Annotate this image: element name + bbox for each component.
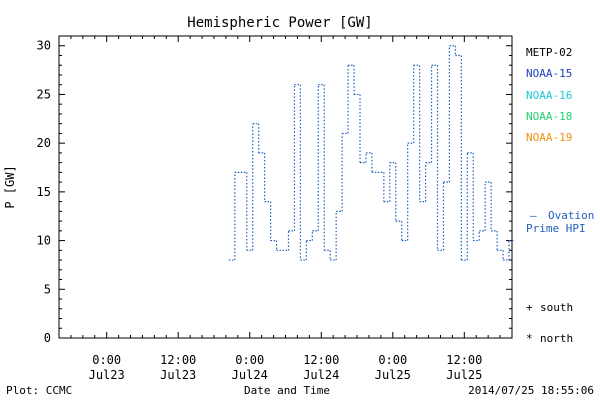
y-tick-label: 15 bbox=[37, 185, 51, 199]
y-tick-label: 30 bbox=[37, 39, 51, 53]
y-tick-label: 0 bbox=[44, 331, 51, 345]
legend-north-label: north bbox=[540, 332, 573, 345]
x-tick-label-time: 0:00 bbox=[235, 353, 264, 367]
x-tick-label-time: 0:00 bbox=[92, 353, 121, 367]
legend-south-label: south bbox=[540, 301, 573, 314]
legend-south-symbol: + bbox=[526, 301, 533, 314]
x-tick-label-time: 12:00 bbox=[446, 353, 482, 367]
legend-ovation-line2: Prime HPI bbox=[526, 222, 586, 235]
y-tick-label: 20 bbox=[37, 136, 51, 150]
y-axis-label: P [GW] bbox=[3, 165, 17, 208]
chart-title: Hemispheric Power [GW] bbox=[187, 15, 372, 31]
plot-credit: Plot: CCMC bbox=[6, 384, 72, 397]
legend-entry-noaa-15: NOAA-15 bbox=[526, 67, 572, 80]
y-axis: 0 5 10 15 20 25 30 bbox=[37, 35, 512, 345]
plot-timestamp: 2014/07/25 18:55:06 bbox=[468, 384, 594, 397]
x-tick-label-date: Jul24 bbox=[303, 368, 339, 382]
legend-entry-noaa-18: NOAA-18 bbox=[526, 110, 572, 123]
series-layer bbox=[228, 45, 515, 261]
x-tick-label-date: Jul25 bbox=[375, 368, 411, 382]
legend-entry-noaa-19: NOAA-19 bbox=[526, 131, 572, 144]
legend-ovation-line1: Ovation bbox=[548, 209, 594, 222]
x-axis-label: Date and Time bbox=[244, 384, 330, 397]
legend-ovation-marker: — bbox=[530, 209, 537, 222]
x-axis: 0:00Jul2312:00Jul230:00Jul2412:00Jul240:… bbox=[58, 36, 513, 382]
x-tick-label-date: Jul24 bbox=[232, 368, 268, 382]
legend-north-symbol: * bbox=[526, 332, 533, 345]
x-tick-label-date: Jul25 bbox=[446, 368, 482, 382]
x-tick-label-time: 12:00 bbox=[303, 353, 339, 367]
legend-entry-noaa-16: NOAA-16 bbox=[526, 89, 572, 102]
x-tick-label-date: Jul23 bbox=[89, 368, 125, 382]
y-tick-label: 25 bbox=[37, 87, 51, 101]
y-tick-label: 5 bbox=[44, 282, 51, 296]
x-tick-label-time: 12:00 bbox=[160, 353, 196, 367]
y-tick-label: 10 bbox=[37, 234, 51, 248]
x-tick-label-time: 0:00 bbox=[378, 353, 407, 367]
x-tick-label-date: Jul23 bbox=[160, 368, 196, 382]
legend: METP-02 NOAA-15 NOAA-16 NOAA-18 NOAA-19 … bbox=[526, 46, 594, 345]
legend-entry-metp-02: METP-02 bbox=[526, 46, 572, 59]
